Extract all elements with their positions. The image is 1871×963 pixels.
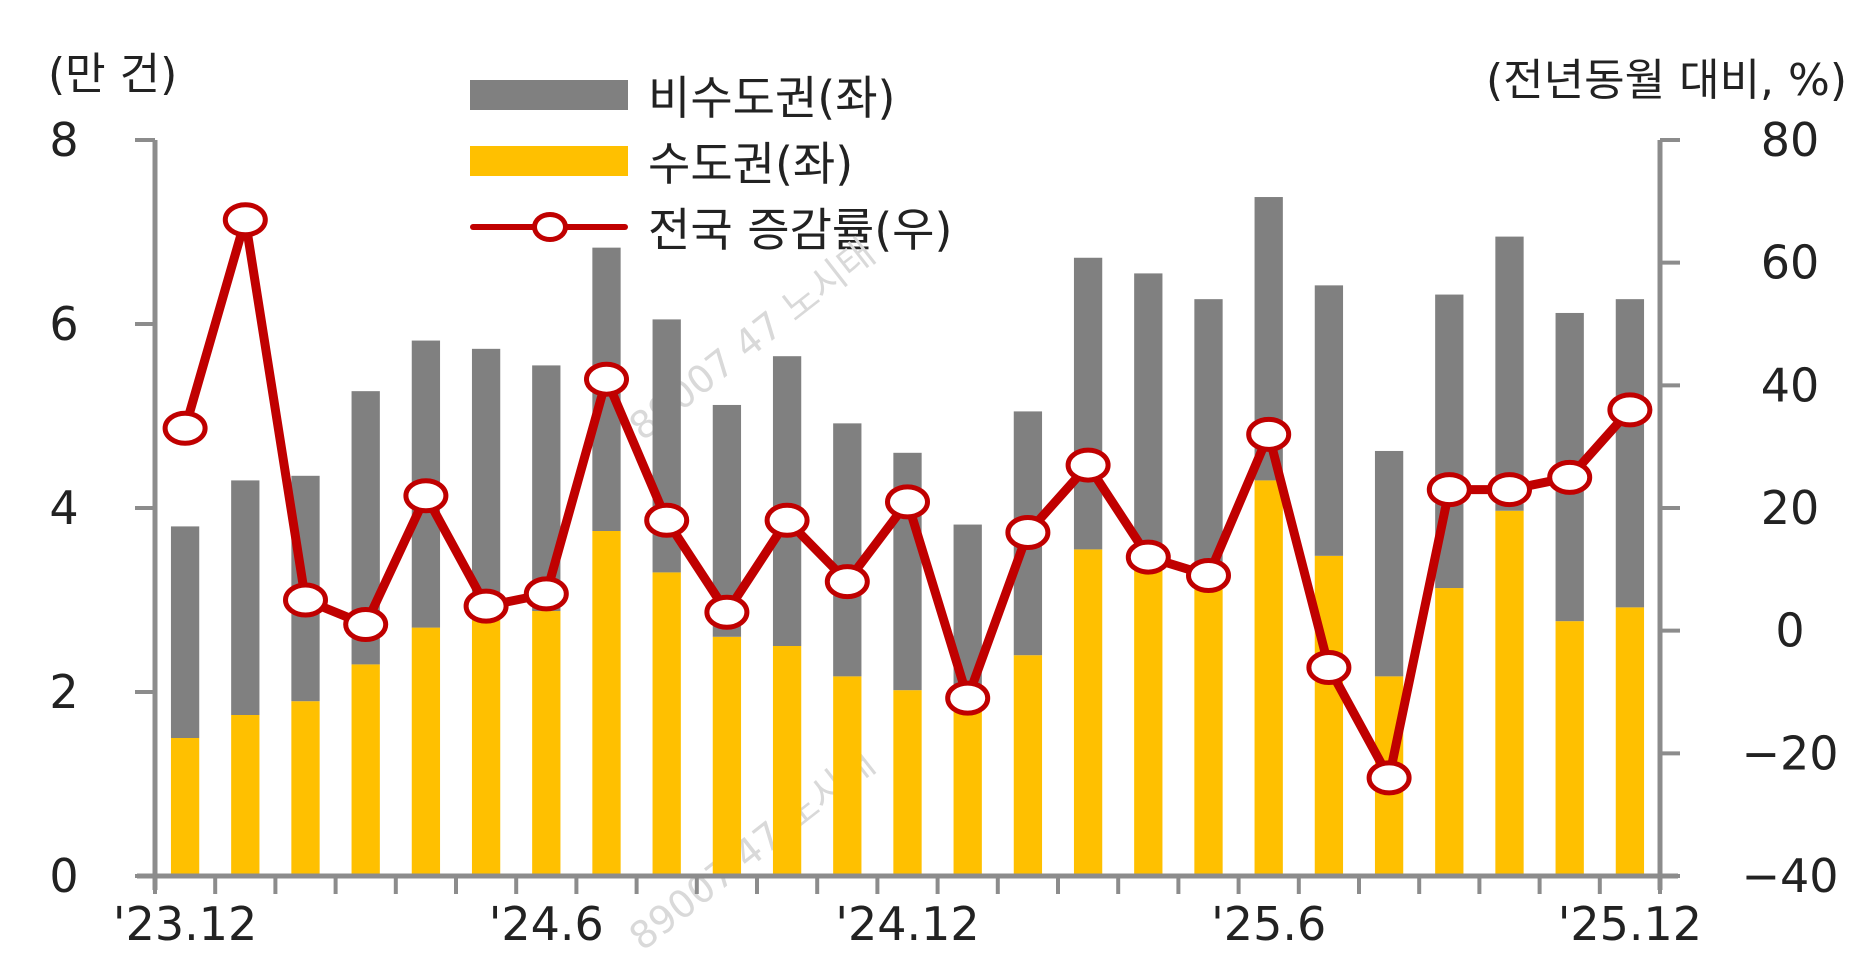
nonmetro-bar	[170, 526, 200, 738]
rate-marker-icon	[283, 582, 328, 618]
left-tick-label: 2	[49, 665, 78, 719]
x-tick-label: '23.12	[113, 897, 257, 951]
left-axis-unit-label: (만 건)	[48, 49, 178, 100]
rate-marker-icon	[1487, 472, 1532, 508]
right-tick-label: 20	[1761, 481, 1820, 535]
nonmetro-bar	[833, 423, 862, 677]
rate-marker-icon	[1246, 416, 1292, 452]
legend-label: 전국 증감률(우)	[648, 203, 953, 257]
x-tick-label: '24.6	[489, 897, 604, 951]
axes: 0 2 4 6 8 −40 −20 0 20 40 60 80 '23.12 '24.6 '24.12 '25…	[49, 113, 1838, 951]
gray-bar-swatch-icon	[470, 80, 628, 110]
nonmetro-bar	[1615, 299, 1645, 608]
right-tick-label: 40	[1761, 358, 1820, 412]
rate-marker-icon	[1366, 760, 1412, 796]
metro-bar	[1314, 555, 1344, 876]
rate-marker-icon	[764, 502, 810, 538]
metro-bar	[1134, 561, 1163, 876]
legend: 비수도권(좌) 수도권(좌) 전국 증감률(우)	[470, 62, 952, 260]
metro-bar	[893, 690, 922, 876]
rate-marker-icon	[222, 202, 268, 238]
rate-marker-icon	[1005, 515, 1051, 551]
right-tick-label: 0	[1775, 604, 1804, 658]
left-tick-label: 8	[49, 113, 78, 167]
nonmetro-bar	[1134, 273, 1163, 562]
metro-bar	[712, 636, 742, 876]
rate-marker-icon	[343, 607, 389, 643]
rate-marker-icon	[584, 361, 629, 397]
left-tick-label: 0	[49, 849, 78, 903]
rate-marker-icon	[1065, 447, 1111, 483]
rate-marker-icon	[1547, 459, 1593, 495]
metro-bar	[1073, 549, 1103, 876]
rate-marker-icon	[523, 576, 569, 612]
metro-bar	[411, 627, 441, 876]
metro-bar	[1615, 607, 1645, 876]
nonmetro-bar	[1073, 257, 1103, 550]
bar-series	[170, 197, 1645, 876]
left-tick-label: 6	[49, 297, 78, 351]
metro-bar	[291, 701, 320, 876]
x-tick-label: '24.12	[835, 897, 979, 951]
metro-bar	[953, 693, 982, 876]
rate-marker-icon	[1186, 557, 1231, 593]
right-tick-label: 60	[1761, 236, 1820, 290]
metro-bar	[170, 738, 200, 876]
line-series	[162, 202, 1653, 796]
rate-marker-icon	[1125, 539, 1171, 575]
nonmetro-bar	[231, 480, 260, 715]
metro-bar	[351, 664, 380, 876]
legend-item-metro: 수도권(좌)	[470, 128, 952, 194]
rate-marker-icon	[704, 594, 750, 630]
legend-item-national-rate: 전국 증감률(우)	[470, 194, 952, 260]
rate-marker-icon	[403, 478, 449, 514]
rate-marker-icon	[945, 680, 991, 716]
metro-bar	[833, 676, 862, 876]
nonmetro-bar	[1194, 299, 1223, 573]
metro-bar	[1435, 588, 1464, 876]
right-axis-unit-label: (전년동월 대비, %)	[1486, 55, 1847, 106]
yellow-bar-swatch-icon	[470, 146, 628, 176]
metro-bar	[592, 531, 621, 876]
x-tick-label: '25.6	[1211, 897, 1326, 951]
nonmetro-bar	[772, 356, 802, 646]
right-tick-label: −40	[1741, 849, 1838, 903]
legend-label: 비수도권(좌)	[648, 71, 896, 125]
nonmetro-bar	[1314, 285, 1344, 556]
left-tick-label: 4	[49, 481, 78, 535]
nonmetro-bar	[1495, 236, 1524, 511]
rate-marker-icon	[1607, 392, 1653, 428]
metro-bar	[1194, 572, 1223, 876]
rate-marker-icon	[162, 410, 208, 446]
metro-bar	[772, 646, 802, 876]
x-tick-label: '25.12	[1558, 897, 1702, 951]
metro-bar	[532, 611, 561, 876]
line-marker-swatch-icon	[470, 212, 628, 242]
metro-bar	[1495, 510, 1524, 876]
rate-marker-icon	[824, 564, 870, 600]
rate-marker-icon	[1306, 649, 1352, 685]
rate-marker-icon	[463, 588, 509, 624]
right-tick-label: 80	[1761, 113, 1820, 167]
metro-bar	[652, 572, 681, 876]
metro-bar	[1555, 621, 1584, 876]
legend-label: 수도권(좌)	[648, 137, 854, 191]
rate-marker-icon	[644, 502, 690, 538]
right-tick-label: −20	[1741, 726, 1838, 780]
rate-marker-icon	[1426, 472, 1472, 508]
rate-marker-icon	[885, 484, 930, 520]
legend-item-nonmetro: 비수도권(좌)	[470, 62, 952, 128]
metro-bar	[1013, 655, 1043, 876]
metro-bar	[1254, 480, 1283, 876]
metro-bar	[471, 620, 501, 876]
nonmetro-bar	[471, 348, 501, 621]
nonmetro-bar	[1374, 450, 1404, 677]
metro-bar	[231, 715, 260, 876]
